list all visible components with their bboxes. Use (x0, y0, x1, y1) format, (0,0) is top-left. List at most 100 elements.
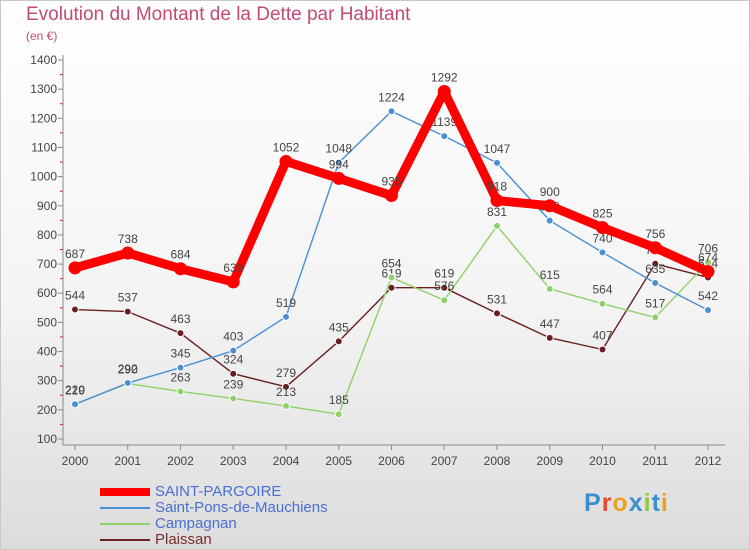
data-point-plaissan (440, 283, 449, 292)
data-point-campagnan (440, 296, 449, 305)
data-label-saint-pons-de-mauchiens: 740 (592, 231, 612, 245)
y-tick-label: 900 (37, 199, 57, 213)
data-point-saint-pargoire (648, 241, 662, 255)
x-tick-label: 2000 (62, 454, 89, 468)
data-point-saint-pons-de-mauchiens (440, 132, 449, 141)
data-point-saint-pons-de-mauchiens (704, 306, 712, 315)
data-point-saint-pargoire (543, 199, 557, 213)
data-label-saint-pargoire: 825 (592, 207, 612, 221)
data-point-saint-pons-de-mauchiens (229, 346, 238, 355)
data-point-plaissan (493, 309, 501, 318)
data-label-saint-pargoire: 738 (118, 232, 138, 246)
chart-subtitle: (en €) (26, 29, 58, 43)
data-point-saint-pons-de-mauchiens (387, 107, 396, 116)
x-tick-label: 2001 (114, 454, 141, 468)
data-label-saint-pargoire: 756 (645, 227, 665, 241)
data-label-saint-pons-de-mauchiens: 1139 (431, 115, 457, 129)
data-label-campagnan: 517 (645, 296, 665, 310)
data-point-plaissan (545, 333, 554, 342)
legend-label: SAINT-PARGOIRE (155, 483, 282, 500)
data-point-saint-pons-de-mauchiens (282, 312, 290, 321)
data-point-saint-pargoire (226, 275, 240, 289)
x-tick-label: 2006 (378, 454, 405, 468)
legend-swatch (100, 507, 150, 509)
y-tick-label: 500 (37, 315, 57, 329)
logo-letter: i (643, 489, 652, 517)
y-tick-label: 100 (37, 432, 57, 446)
data-label-saint-pons-de-mauchiens: 345 (170, 347, 190, 361)
data-point-campagnan (176, 387, 185, 396)
logo-letter: i (660, 489, 669, 517)
data-point-plaissan (334, 337, 343, 346)
data-label-saint-pargoire: 994 (329, 157, 349, 171)
data-label-saint-pons-de-mauchiens: 519 (276, 296, 296, 310)
data-label-plaissan: 463 (170, 312, 190, 326)
data-point-plaissan (71, 305, 79, 314)
data-point-saint-pons-de-mauchiens (334, 158, 343, 167)
data-label-saint-pargoire: 684 (170, 248, 190, 262)
data-point-campagnan (598, 299, 607, 308)
x-tick-label: 2007 (431, 454, 458, 468)
proxiti-logo: Proxiti (584, 489, 669, 518)
data-label-saint-pargoire: 687 (65, 247, 85, 261)
data-label-plaissan: 407 (592, 328, 612, 342)
data-point-plaissan (598, 345, 607, 354)
logo-letter: P (584, 489, 602, 517)
data-point-campagnan (545, 284, 554, 293)
data-label-plaissan: 435 (329, 320, 349, 334)
y-tick-label: 1400 (30, 53, 57, 67)
logo-letter: o (612, 489, 629, 517)
data-point-saint-pargoire (121, 246, 135, 260)
data-label-campagnan: 220 (65, 383, 85, 397)
y-tick-label: 600 (37, 286, 57, 300)
data-point-saint-pargoire (490, 194, 504, 208)
data-point-saint-pons-de-mauchiens (123, 379, 132, 388)
data-label-campagnan: 576 (434, 279, 454, 293)
data-label-plaissan: 324 (223, 353, 243, 367)
data-point-campagnan (651, 313, 660, 322)
data-point-saint-pargoire (437, 84, 451, 98)
data-label-saint-pargoire: 918 (487, 180, 507, 194)
x-tick-label: 2011 (642, 454, 668, 468)
data-point-saint-pons-de-mauchiens (598, 248, 607, 257)
y-tick-label: 700 (37, 257, 57, 271)
data-point-plaissan (176, 329, 185, 338)
data-point-saint-pons-de-mauchiens (545, 216, 554, 225)
data-label-saint-pons-de-mauchiens: 1048 (325, 142, 352, 156)
data-label-saint-pons-de-mauchiens: 292 (118, 362, 138, 376)
data-label-plaissan: 531 (487, 292, 507, 306)
data-point-saint-pons-de-mauchiens (176, 363, 185, 372)
data-point-plaissan (229, 369, 238, 378)
data-label-plaissan: 279 (276, 366, 296, 380)
data-label-campagnan: 654 (381, 256, 401, 270)
data-point-saint-pargoire (385, 189, 398, 203)
data-label-saint-pons-de-mauchiens: 542 (698, 289, 718, 303)
data-label-plaissan: 544 (65, 289, 85, 303)
x-tick-label: 2009 (536, 454, 563, 468)
data-label-saint-pargoire: 935 (381, 175, 401, 189)
data-point-saint-pargoire (174, 262, 187, 276)
logo-letter: x (628, 489, 644, 517)
x-tick-label: 2012 (695, 454, 722, 468)
data-point-campagnan (282, 402, 290, 411)
data-label-campagnan: 263 (170, 370, 190, 384)
x-tick-label: 2005 (325, 454, 352, 468)
data-point-saint-pargoire (332, 171, 346, 185)
legend-label: Plaissan (155, 531, 212, 548)
legend-label: Saint-Pons-de-Mauchiens (155, 499, 328, 516)
data-label-campagnan: 706 (698, 241, 718, 255)
chart-title: Evolution du Montant de la Dette par Hab… (26, 4, 411, 25)
data-point-campagnan (229, 394, 238, 403)
data-point-saint-pons-de-mauchiens (71, 400, 79, 409)
data-label-plaissan: 619 (434, 267, 454, 281)
data-point-saint-pargoire (701, 265, 715, 279)
data-point-plaissan (651, 259, 660, 268)
y-tick-label: 1100 (31, 140, 57, 154)
data-label-saint-pons-de-mauchiens: 1047 (484, 142, 511, 156)
data-label-campagnan: 213 (276, 385, 296, 399)
legend-swatch (100, 539, 150, 541)
data-label-saint-pargoire: 639 (223, 261, 243, 275)
data-point-saint-pargoire (68, 261, 82, 275)
